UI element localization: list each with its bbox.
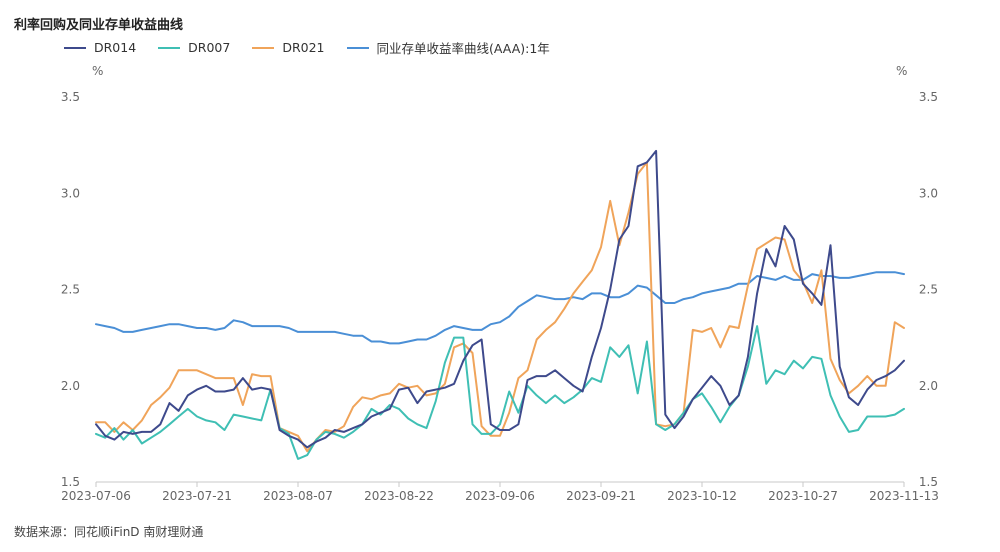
legend-label-ncd-1y: 同业存单收益率曲线(AAA):1年 — [376, 41, 550, 56]
y-tick-right: 3.5 — [919, 90, 938, 104]
legend-label-dr014: DR014 — [94, 40, 137, 55]
legend-swatch-dr007 — [158, 46, 181, 49]
series-ncd-1y-line — [95, 271, 905, 345]
series-dr021-line — [95, 161, 905, 453]
y-axis-unit-left: % — [92, 64, 104, 78]
y-tick-right: 2.5 — [919, 283, 938, 297]
y-tick-right: 1.5 — [919, 475, 938, 489]
x-tick-label: 2023-08-07 — [263, 489, 333, 503]
legend-item-dr021[interactable]: DR021 — [252, 38, 325, 57]
y-tick-left: 2.5 — [61, 283, 80, 297]
x-tick-label: 2023-09-21 — [566, 489, 636, 503]
legend-swatch-dr021 — [252, 46, 275, 49]
y-tick-right: 2.0 — [919, 379, 938, 393]
series-lines — [95, 149, 905, 460]
legend: DR014 DR007 DR021 同业存单收益率曲线(AAA):1年 — [64, 38, 550, 57]
chart-title: 利率回购及同业存单收益曲线 — [14, 18, 184, 33]
x-tick-label: 2023-10-12 — [667, 489, 737, 503]
series-dr014-line — [95, 149, 905, 449]
x-tick-label: 2023-11-13 — [869, 489, 939, 503]
legend-swatch-ncd-1y — [346, 46, 369, 49]
x-axis: 2023-07-06 2023-07-21 2023-08-07 2023-08-22… — [61, 482, 939, 503]
y-tick-left: 3.0 — [61, 186, 80, 200]
y-tick-left: 3.5 — [61, 90, 80, 104]
x-tick-label: 2023-07-06 — [61, 489, 131, 503]
y-tick-left: 1.5 — [61, 475, 80, 489]
y-axis-unit-right: % — [896, 64, 908, 78]
legend-label-dr021: DR021 — [282, 40, 325, 55]
x-tick-label: 2023-10-27 — [768, 489, 838, 503]
legend-swatch-dr014 — [64, 46, 86, 49]
legend-item-dr014[interactable]: DR014 — [64, 38, 136, 57]
legend-item-ncd-1y[interactable]: 同业存单收益率曲线(AAA):1年 — [346, 38, 550, 57]
data-source-note: 数据来源：同花顺iFinD 南财理财通 — [14, 525, 204, 539]
y-axis-left: 1.5 2.0 2.5 3.0 3.5 — [61, 90, 80, 489]
y-tick-right: 3.0 — [919, 186, 938, 200]
series-dr007-line — [95, 325, 905, 460]
x-tick-label: 2023-08-22 — [364, 489, 434, 503]
x-tick-label: 2023-09-06 — [465, 489, 535, 503]
legend-item-dr007[interactable]: DR007 — [158, 38, 230, 57]
x-tick-label: 2023-07-21 — [162, 489, 232, 503]
y-axis-right: 1.5 2.0 2.5 3.0 3.5 — [919, 90, 938, 489]
legend-label-dr007: DR007 — [188, 40, 231, 55]
y-tick-left: 2.0 — [61, 379, 80, 393]
